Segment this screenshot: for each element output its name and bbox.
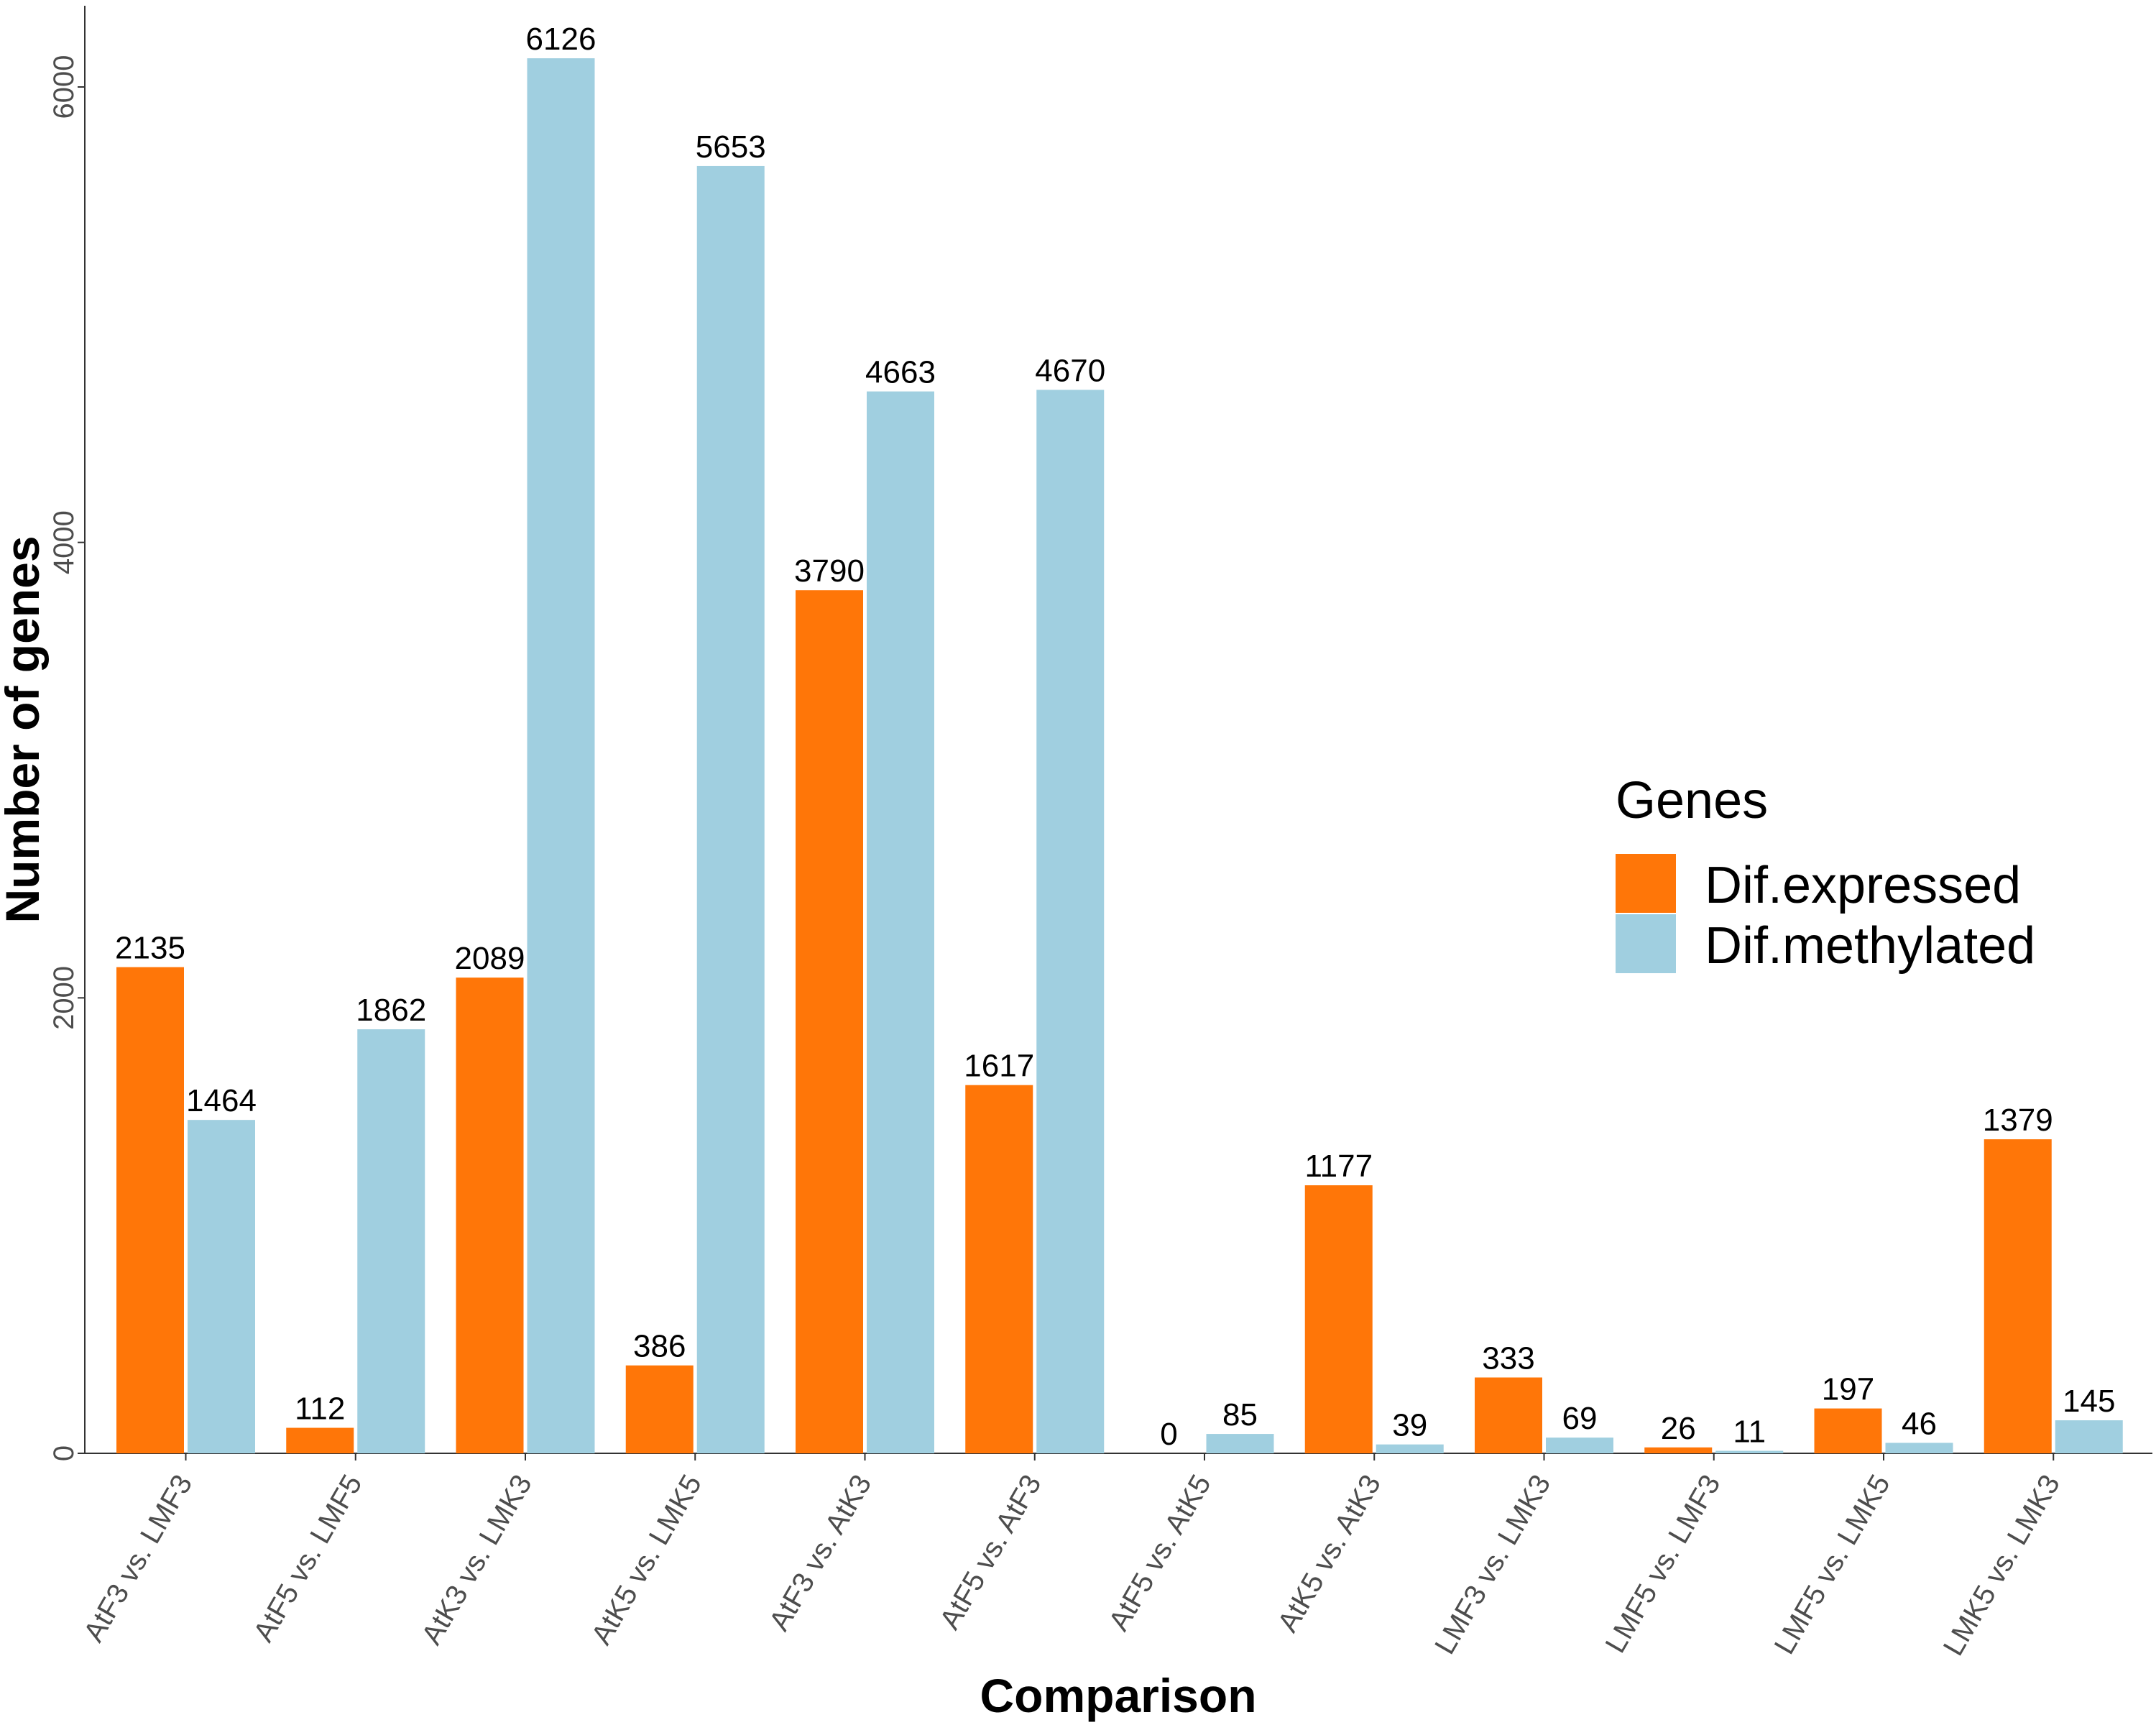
bar-expressed <box>1984 1139 2052 1453</box>
data-label: 3790 <box>794 553 865 589</box>
legend-label-dif-methylated: Dif.methylated <box>1705 917 2035 975</box>
x-tick-label: LMF5 vs. LMF3 <box>1600 1470 1727 1659</box>
data-label: 0 <box>1160 1417 1177 1452</box>
bar-expressed <box>1814 1408 1882 1453</box>
x-tick-label: LMF5 vs. LMK5 <box>1769 1470 1897 1660</box>
y-axis-title: Number of genes <box>0 535 49 923</box>
data-label: 145 <box>2063 1384 2115 1419</box>
data-label: 333 <box>1482 1340 1534 1376</box>
legend-title: Genes <box>1616 772 1768 829</box>
bar-expressed <box>1475 1377 1542 1453</box>
bar-expressed <box>1644 1447 1713 1453</box>
bar-methylated <box>2055 1420 2123 1453</box>
bar-expressed <box>1304 1185 1373 1453</box>
legend-label-dif-expressed: Dif.expressed <box>1705 857 2021 914</box>
x-tick-label: AtF5 vs. AtF3 <box>934 1470 1047 1635</box>
y-tick-label: 0 <box>48 1445 80 1461</box>
y-tick-label: 6000 <box>48 55 80 119</box>
data-label: 11 <box>1733 1414 1766 1450</box>
bar-methylated <box>867 391 934 1453</box>
x-tick-label: AtF5 vs. LMF5 <box>247 1470 368 1647</box>
x-axis-title: Comparison <box>980 1669 1256 1722</box>
legend: Genes Dif.expressed Dif.methylated <box>1616 772 2035 975</box>
data-label: 6126 <box>526 22 596 57</box>
data-label: 2089 <box>455 941 525 976</box>
data-label: 85 <box>1222 1397 1258 1432</box>
bar-methylated <box>696 165 765 1453</box>
data-label: 26 <box>1661 1411 1696 1446</box>
bar-methylated <box>1376 1444 1444 1453</box>
data-label: 39 <box>1392 1408 1427 1443</box>
data-label: 69 <box>1562 1401 1598 1436</box>
x-tick-label: AtK5 vs. AtK3 <box>1272 1470 1387 1638</box>
legend-swatch-dif-methylated <box>1616 914 1676 973</box>
x-tick-label: AtF5 vs. AtK5 <box>1103 1470 1217 1637</box>
bar-methylated <box>1206 1434 1274 1453</box>
x-tick-label: AtK5 vs. LMK5 <box>586 1470 708 1650</box>
axes <box>84 6 2152 1454</box>
y-tick-label: 2000 <box>48 966 80 1030</box>
legend-swatch-dif-expressed <box>1616 854 1676 913</box>
x-tick-label: LMF3 vs. LMK3 <box>1429 1470 1557 1660</box>
data-label: 1862 <box>356 993 426 1028</box>
data-label: 4663 <box>865 355 936 390</box>
bar-methylated <box>1546 1438 1613 1453</box>
bar-expressed <box>965 1085 1033 1453</box>
data-label: 1617 <box>964 1049 1034 1084</box>
data-label: 1379 <box>1983 1103 2053 1138</box>
x-tick-label: AtF3 vs. LMF3 <box>78 1470 198 1647</box>
y-tick-label: 4000 <box>48 510 80 574</box>
data-label: 386 <box>633 1329 686 1364</box>
data-label: 2135 <box>115 931 185 966</box>
x-tick-label: LMK5 vs. LMK3 <box>1938 1470 2066 1662</box>
data-label: 4670 <box>1035 353 1105 388</box>
x-ticks: AtF3 vs. LMF3 AtF5 vs. LMF5 AtK3 vs. LMK3 A… <box>78 1453 2066 1661</box>
data-label: 112 <box>295 1392 345 1427</box>
data-labels: 2135 1464 112 1862 2089 6126 386 5653 3790 4663 16… <box>115 22 2115 1452</box>
bar-methylated <box>527 58 595 1454</box>
data-label: 197 <box>1822 1372 1874 1407</box>
data-label: 46 <box>1902 1406 1937 1441</box>
bar-methylated <box>1036 390 1105 1453</box>
bar-methylated <box>357 1029 425 1453</box>
x-tick-label: AtK3 vs. LMK3 <box>415 1470 538 1650</box>
data-label: 1177 <box>1304 1149 1373 1184</box>
bar-expressed <box>796 590 863 1453</box>
bar-methylated <box>1715 1450 1784 1453</box>
bar-expressed <box>456 978 524 1453</box>
bar-methylated <box>188 1120 255 1453</box>
data-label: 5653 <box>696 129 766 165</box>
data-label: 1464 <box>186 1083 257 1118</box>
bar-expressed <box>286 1427 354 1453</box>
bar-methylated <box>1885 1443 1953 1453</box>
x-tick-label: AtF3 vs. AtK3 <box>763 1470 877 1637</box>
bars <box>116 58 2123 1454</box>
bar-expressed <box>625 1365 694 1453</box>
y-ticks: 0 2000 4000 6000 <box>48 55 85 1461</box>
bar-expressed <box>116 967 184 1453</box>
